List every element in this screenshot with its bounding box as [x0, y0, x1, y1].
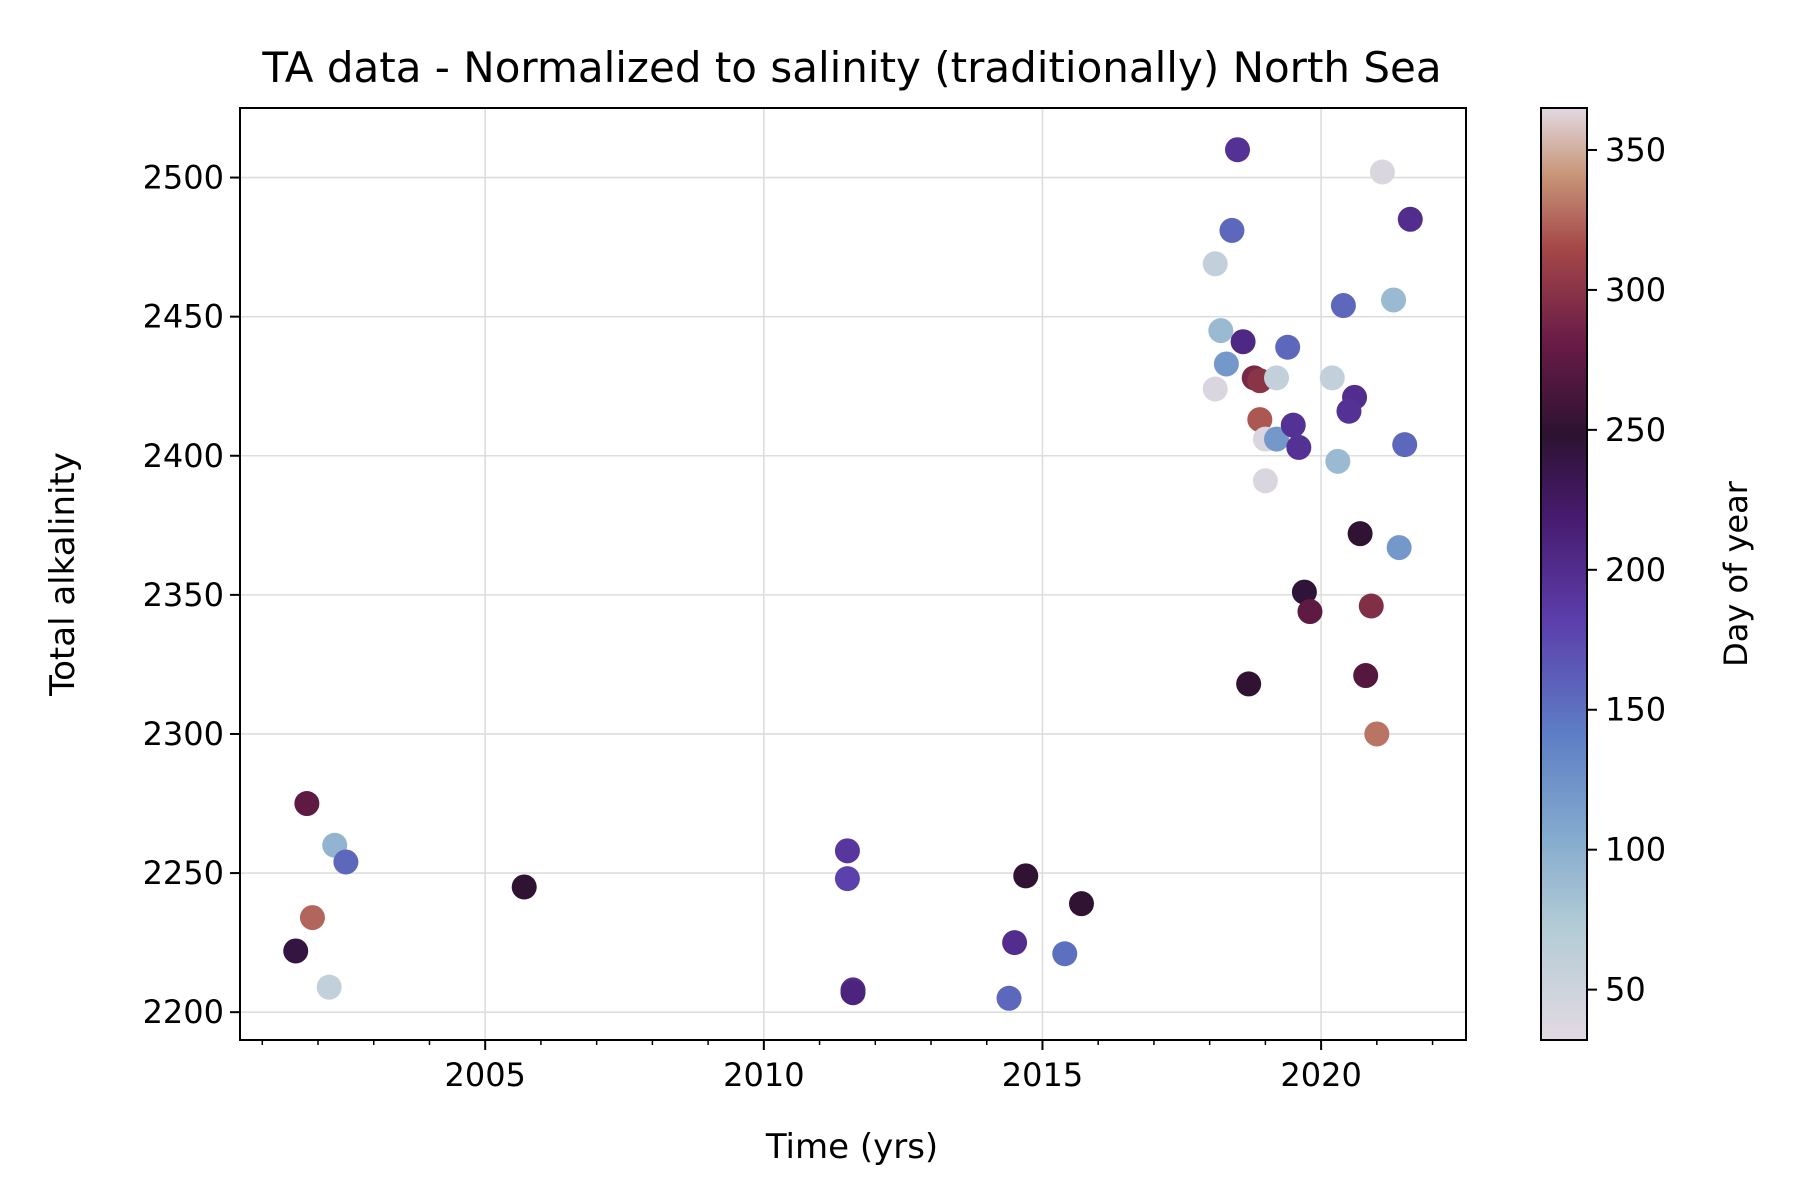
colorbar-label: Day of year [1717, 480, 1755, 667]
colorbar-tick-label: 100 [1605, 831, 1666, 869]
y-axis-label: Total alkalinity [43, 452, 83, 697]
data-point [1369, 159, 1395, 185]
x-axis-label: Time (yrs) [765, 1127, 938, 1167]
data-point [1291, 579, 1317, 605]
data-point [1325, 448, 1351, 474]
data-point [1347, 521, 1373, 547]
data-point [1264, 426, 1290, 452]
data-point [1225, 137, 1251, 163]
data-point [1364, 721, 1390, 747]
x-tick-label: 2010 [723, 1056, 804, 1094]
data-point [1247, 407, 1273, 433]
data-point [840, 980, 866, 1006]
data-point [333, 849, 359, 875]
data-point [1002, 930, 1028, 956]
x-tick-label: 2015 [1002, 1056, 1083, 1094]
chart-title: TA data - Normalized to salinity (tradit… [261, 43, 1441, 92]
data-point [1336, 398, 1362, 424]
data-point [1013, 863, 1039, 889]
data-point [1381, 287, 1407, 313]
plot-area [239, 107, 1467, 1041]
data-point [1236, 671, 1262, 697]
data-point [834, 866, 860, 892]
data-point [1297, 599, 1323, 625]
data-point [1358, 593, 1384, 619]
data-point [316, 974, 342, 1000]
y-tick-label: 2250 [143, 854, 224, 892]
colorbar-tick-label: 50 [1605, 971, 1646, 1009]
data-point [1202, 251, 1228, 277]
colorbar-tick-label: 150 [1605, 691, 1666, 729]
data-point [299, 905, 325, 931]
y-tick-label: 2300 [143, 715, 224, 753]
y-tick-label: 2500 [143, 159, 224, 197]
y-tick-label: 2350 [143, 576, 224, 614]
grid-lines [240, 108, 1466, 1040]
data-point [1353, 663, 1379, 689]
data-point [1213, 351, 1239, 377]
data-point [1052, 941, 1078, 967]
y-tick-label: 2400 [143, 437, 224, 475]
colorbar [1540, 107, 1588, 1041]
colorbar-tick-label: 300 [1605, 271, 1666, 309]
data-point [1319, 365, 1345, 391]
data-point [1386, 535, 1412, 561]
x-tick-label: 2020 [1280, 1056, 1361, 1094]
data-point [1397, 206, 1423, 232]
data-point [511, 874, 537, 900]
data-point [1275, 334, 1301, 360]
colorbar-tick-label: 200 [1605, 551, 1666, 589]
data-point [1392, 432, 1418, 458]
colorbar-tick-label: 250 [1605, 411, 1666, 449]
data-point [1286, 434, 1312, 460]
data-point [1330, 293, 1356, 319]
data-point [834, 838, 860, 864]
data-points [283, 137, 1423, 1011]
data-point [1252, 468, 1278, 494]
y-tick-label: 2450 [143, 298, 224, 336]
x-axis: 2005 2010 2015 2020 [261, 1040, 1434, 1094]
y-tick-label: 2200 [143, 993, 224, 1031]
colorbar-tick-label: 350 [1605, 131, 1666, 169]
y-axis: 2200 2250 2300 2350 2400 2450 2500 [143, 159, 240, 1031]
colorbar-axis: 50 100 150 200 250 300 350 [1587, 131, 1666, 1009]
data-point [283, 938, 309, 964]
data-point [1208, 318, 1234, 344]
data-point [1264, 365, 1290, 391]
data-point [1068, 891, 1094, 917]
data-point [294, 791, 320, 817]
data-point [996, 985, 1022, 1011]
data-point [1280, 412, 1306, 438]
data-point [1230, 329, 1256, 355]
x-tick-label: 2005 [444, 1056, 525, 1094]
data-point [1219, 217, 1245, 243]
data-point [1202, 376, 1228, 402]
